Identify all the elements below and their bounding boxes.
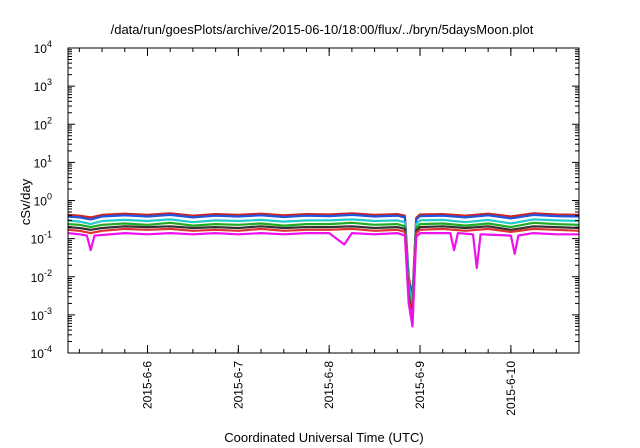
x-tick-label: 2015-6-8 <box>322 361 336 409</box>
y-tick-label: 101 <box>34 153 52 170</box>
y-tick-label: 100 <box>34 192 52 209</box>
x-axis-label: Coordinated Universal Time (UTC) <box>224 430 423 445</box>
tick-layer: 10-4 10-3 10-2 10-1 100 101 102 103 104 2015-6-6 2… <box>31 39 580 416</box>
y-tick-label: 103 <box>34 77 52 94</box>
series-line-6 <box>67 227 580 320</box>
y-tick-label: 104 <box>34 39 52 56</box>
chart-title: /data/run/goesPlots/archive/2015-06-10/1… <box>111 22 534 37</box>
series-line-7 <box>67 232 579 328</box>
series-line-3 <box>67 218 580 305</box>
series-line-4 <box>67 221 580 313</box>
x-tick-label: 2015-6-6 <box>140 361 154 409</box>
series-line-2 <box>67 213 580 301</box>
y-tick-label: 10-4 <box>31 344 52 361</box>
series-layer <box>67 212 580 328</box>
y-tick-label: 102 <box>34 115 52 132</box>
y-tick-label: 10-2 <box>31 268 52 285</box>
x-tick-label: 2015-6-7 <box>231 361 245 409</box>
y-tick-label: 10-3 <box>31 306 52 323</box>
series-line-1 <box>67 212 580 298</box>
series-line-5 <box>67 225 580 316</box>
x-tick-label: 2015-6-10 <box>504 361 518 416</box>
x-tick-label: 2015-6-9 <box>413 361 427 409</box>
y-axis-label: cSv/day <box>18 178 33 225</box>
plot-frame <box>67 47 580 354</box>
y-tick-label: 10-1 <box>31 230 52 247</box>
